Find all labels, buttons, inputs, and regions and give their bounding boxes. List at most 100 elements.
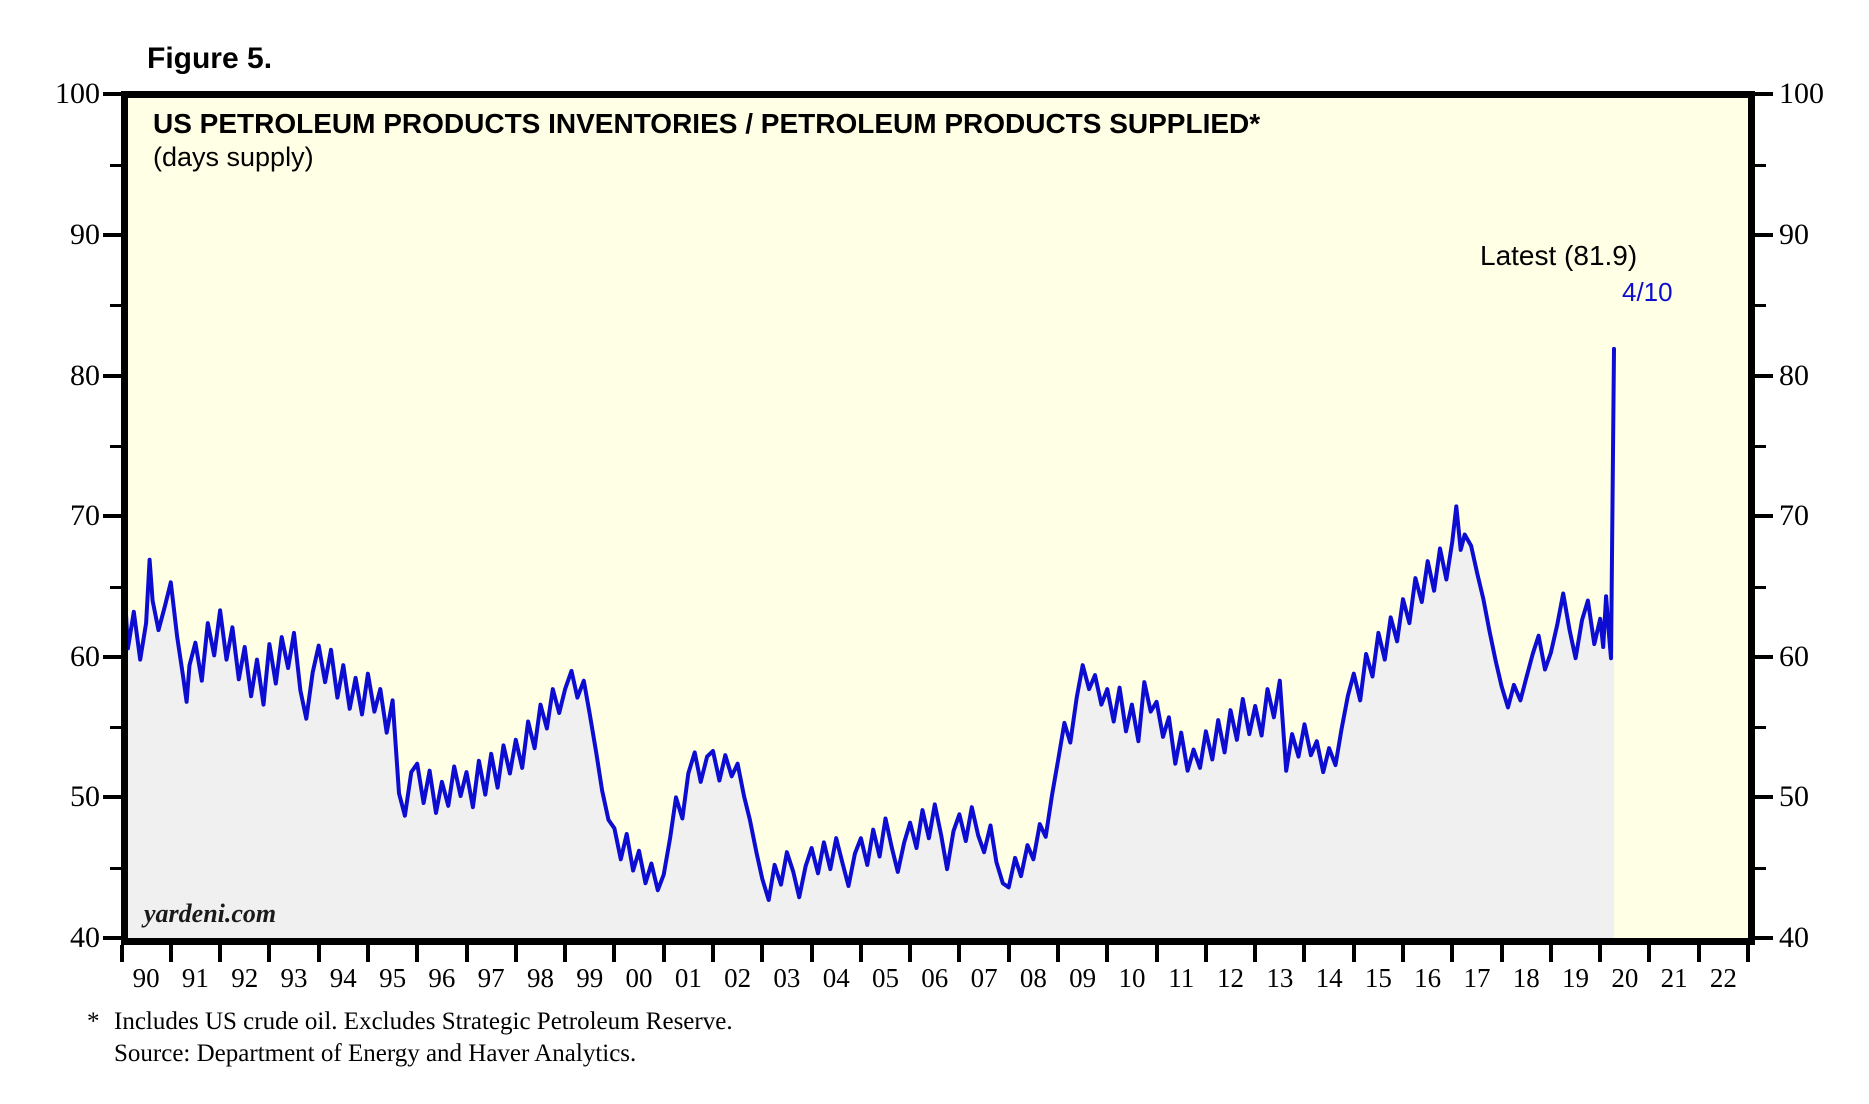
x-year-tick <box>1647 945 1652 962</box>
y-axis-label-left: 70 <box>70 499 100 533</box>
x-axis-label-02: 02 <box>724 963 752 993</box>
x-axis-label-17: 17 <box>1463 963 1491 993</box>
x-year-tick <box>415 945 420 962</box>
x-axis-label-99: 99 <box>576 963 604 993</box>
x-axis-label-15: 15 <box>1364 963 1392 993</box>
y-minor-tick-left <box>110 163 121 167</box>
footnote-line-2: Source: Department of Energy and Haver A… <box>114 1040 637 1067</box>
x-axis-label-21: 21 <box>1660 963 1688 993</box>
plot-area: US PETROLEUM PRODUCTS INVENTORIES / PETR… <box>128 98 1748 938</box>
figure-label: Figure 5. <box>147 42 273 75</box>
x-axis-label-91: 91 <box>181 963 209 993</box>
footnote-line-1: Includes US crude oil. Excludes Strategi… <box>114 1008 733 1035</box>
y-major-tick-right <box>1755 936 1773 940</box>
x-axis-label-11: 11 <box>1168 963 1195 993</box>
y-major-tick-left <box>103 233 121 237</box>
y-major-tick-left <box>103 514 121 519</box>
x-year-tick <box>760 945 765 962</box>
y-axis-label-left: 60 <box>70 639 100 673</box>
x-year-tick <box>316 945 321 962</box>
y-minor-tick-right <box>1755 163 1766 167</box>
data-line <box>128 346 1616 902</box>
y-major-tick-right <box>1755 654 1773 659</box>
y-minor-tick-left <box>110 866 121 870</box>
yardeni-watermark: yardeni.com <box>144 899 277 928</box>
y-minor-tick-left <box>110 304 121 308</box>
x-year-tick <box>1499 945 1504 962</box>
x-year-tick <box>563 945 568 962</box>
x-axis-label-14: 14 <box>1315 963 1343 993</box>
y-major-tick-left <box>103 92 121 97</box>
chart-subtitle: (days supply) <box>153 142 314 172</box>
x-axis-label-20: 20 <box>1611 963 1639 993</box>
x-axis-label-09: 09 <box>1069 963 1097 993</box>
x-axis-label-10: 10 <box>1118 963 1146 993</box>
y-major-tick-left <box>103 654 121 659</box>
y-axis-label-right: 100 <box>1779 77 1824 111</box>
x-year-tick <box>1450 945 1455 962</box>
x-axis-label-93: 93 <box>280 963 308 993</box>
x-year-tick <box>908 945 913 962</box>
x-year-tick <box>464 945 469 962</box>
y-major-tick-right <box>1755 514 1773 519</box>
y-axis-label-right: 70 <box>1779 499 1809 533</box>
y-minor-tick-left <box>110 585 121 589</box>
x-year-tick <box>1351 945 1356 962</box>
x-axis-label-95: 95 <box>379 963 407 993</box>
y-major-tick-left <box>103 373 121 378</box>
y-axis-label-right: 60 <box>1779 639 1809 673</box>
x-year-tick <box>218 945 223 962</box>
y-minor-tick-left <box>110 726 121 730</box>
x-year-tick <box>612 945 617 962</box>
x-year-tick <box>710 945 715 962</box>
x-year-tick <box>1401 945 1406 962</box>
days-supply-line-chart <box>128 98 1748 938</box>
x-axis-label-19: 19 <box>1562 963 1590 993</box>
x-year-tick <box>1154 945 1159 962</box>
y-major-tick-right <box>1755 92 1773 97</box>
y-axis-label-left: 50 <box>70 780 100 814</box>
y-axis-label-left: 80 <box>70 358 100 392</box>
chart-title: US PETROLEUM PRODUCTS INVENTORIES / PETR… <box>153 108 1261 139</box>
x-year-tick <box>1253 945 1258 962</box>
y-axis-label-left: 100 <box>55 77 100 111</box>
y-major-tick-right <box>1755 373 1773 378</box>
x-year-tick <box>809 945 814 962</box>
x-year-tick <box>1006 945 1011 962</box>
x-year-tick <box>661 945 666 962</box>
x-axis-label-94: 94 <box>329 963 357 993</box>
x-year-tick <box>365 945 370 962</box>
y-minor-tick-right <box>1755 866 1766 870</box>
y-major-tick-left <box>103 936 121 940</box>
y-minor-tick-right <box>1755 304 1766 308</box>
x-axis-label-01: 01 <box>674 963 702 993</box>
x-axis-label-18: 18 <box>1512 963 1540 993</box>
x-axis-label-06: 06 <box>921 963 949 993</box>
y-axis-label-right: 80 <box>1779 358 1809 392</box>
y-major-tick-right <box>1755 795 1773 800</box>
x-axis-label-07: 07 <box>970 963 998 993</box>
x-year-tick <box>168 945 173 962</box>
x-year-tick <box>1548 945 1553 962</box>
x-axis-label-08: 08 <box>1019 963 1047 993</box>
x-year-tick <box>1302 945 1307 962</box>
x-axis-label-04: 04 <box>822 963 850 993</box>
x-axis-label-22: 22 <box>1709 963 1737 993</box>
y-major-tick-left <box>103 795 121 800</box>
x-axis-label-05: 05 <box>871 963 899 993</box>
x-year-tick <box>119 945 124 962</box>
x-year-tick <box>957 945 962 962</box>
y-axis-label-right: 40 <box>1779 921 1809 954</box>
y-axis-label-left: 40 <box>70 921 100 954</box>
x-year-tick <box>267 945 272 962</box>
x-axis-label-12: 12 <box>1217 963 1245 993</box>
x-axis-label-96: 96 <box>428 963 456 993</box>
x-axis-label-16: 16 <box>1414 963 1442 993</box>
x-year-tick <box>513 945 518 962</box>
y-minor-tick-right <box>1755 726 1766 730</box>
y-minor-tick-left <box>110 444 121 448</box>
x-year-tick <box>1746 945 1751 962</box>
y-axis-label-right: 50 <box>1779 780 1809 814</box>
x-axis-label-00: 00 <box>625 963 653 993</box>
